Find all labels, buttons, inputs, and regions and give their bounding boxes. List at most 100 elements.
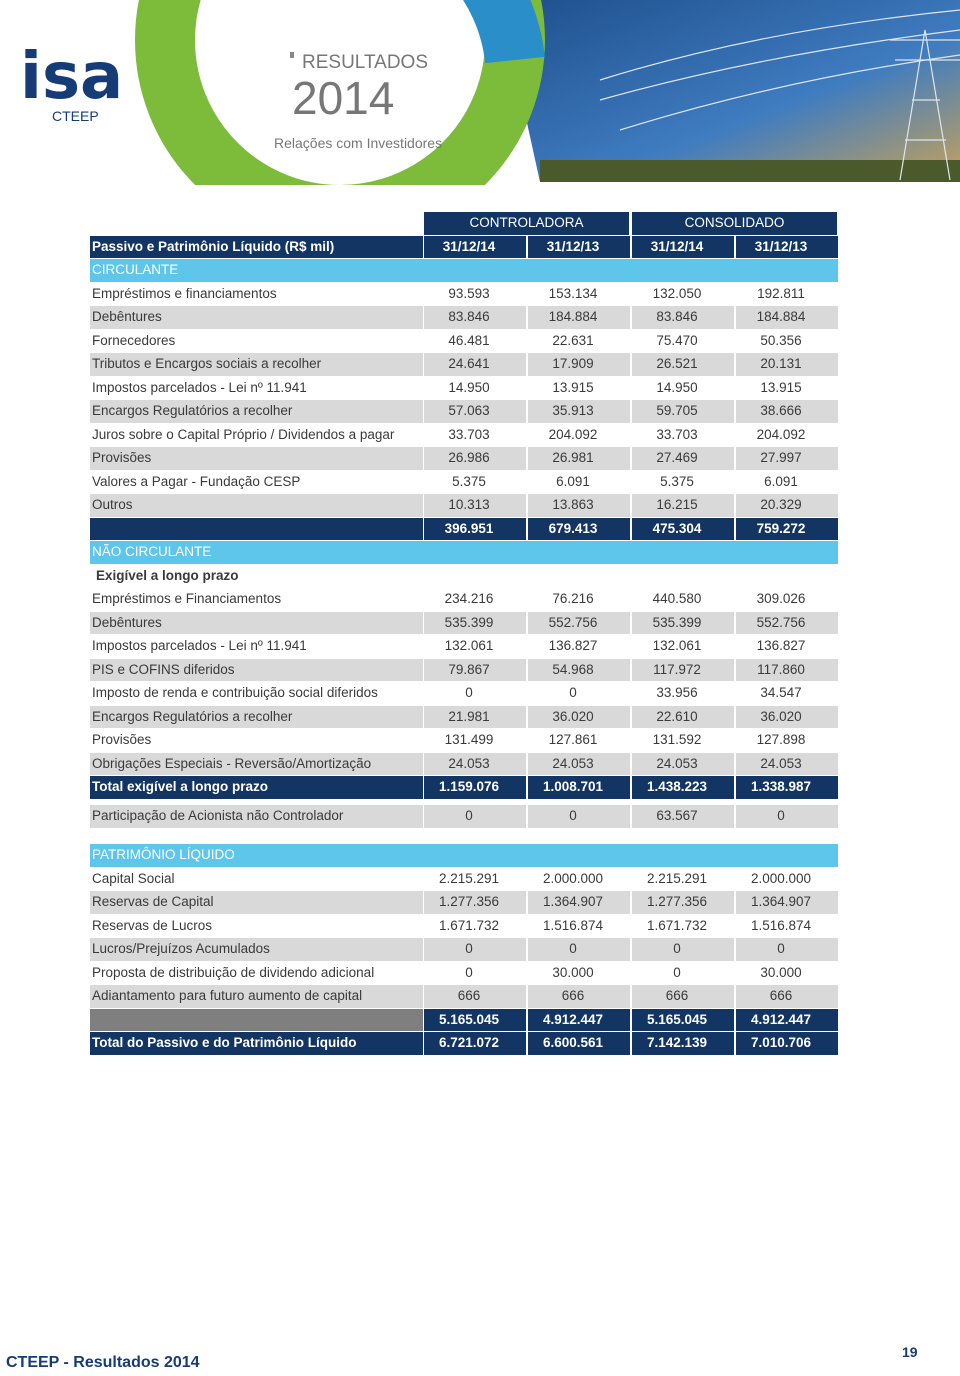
row-label: Lucros/Prejuízos Acumulados: [90, 938, 423, 961]
value-cell: 184.884: [736, 306, 838, 329]
value-cell: 24.053: [528, 752, 630, 775]
blue-arc: [463, 0, 545, 64]
row-label: Valores a Pagar - Fundação CESP: [92, 473, 301, 489]
value-cell: 1.364.907: [736, 891, 838, 914]
value-cell: 5.165.045: [632, 1008, 734, 1031]
value-cell: 24.641: [424, 353, 526, 376]
value-cell: 22.631: [552, 332, 594, 348]
row-label: Encargos Regulatórios a recolher: [90, 705, 423, 728]
value-cell: 24.053: [424, 752, 526, 775]
value-cell: 0: [465, 964, 473, 980]
value-cell: 76.216: [552, 591, 594, 606]
value-cell: 59.705: [632, 400, 734, 423]
row-label: Total exigível a longo prazo: [90, 776, 423, 799]
value-cell: 27.469: [632, 447, 734, 470]
value-cell: 0: [632, 938, 734, 961]
value-cell: 26.981: [528, 447, 630, 470]
value-cell: 1.277.356: [632, 891, 734, 914]
value-cell: 132.061: [652, 638, 702, 653]
value-cell: 93.593: [448, 285, 490, 301]
banner: RESULTADOS 2014 Relações com Investidore…: [20, 0, 960, 185]
value-cell: 0: [569, 685, 577, 700]
row-label: Tributos e Encargos sociais a recolher: [90, 353, 423, 376]
row-label: Provisões: [92, 732, 152, 747]
value-cell: 0: [736, 938, 838, 961]
value-cell: 20.131: [736, 353, 838, 376]
value-cell: 63.567: [632, 805, 734, 828]
value-cell: 34.547: [760, 685, 802, 700]
year: 2014: [292, 72, 394, 124]
row-label: Fornecedores: [92, 332, 176, 348]
row-label: Imposto de renda e contribuição social d…: [92, 685, 378, 700]
row-label: Provisões: [90, 447, 423, 470]
value-cell: 83.846: [632, 306, 734, 329]
value-cell: 6.091: [764, 473, 798, 489]
column-label: Passivo e Patrimônio Líquido (R$ mil): [90, 235, 423, 258]
value-cell: 30.000: [760, 964, 802, 980]
value-cell: 117.860: [736, 658, 838, 681]
row-label: Capital Social: [92, 870, 175, 886]
value-cell: 75.470: [656, 332, 698, 348]
row-label: Juros sobre o Capital Próprio / Dividend…: [92, 426, 395, 442]
value-cell: 35.913: [528, 400, 630, 423]
value-cell: 22.610: [632, 705, 734, 728]
value-cell: 5.375: [660, 473, 694, 489]
value-cell: 13.915: [552, 379, 594, 395]
section-row: NÃO CIRCULANTE: [90, 541, 838, 564]
value-cell: 5.375: [452, 473, 486, 489]
value-cell: 24.053: [736, 752, 838, 775]
value-cell: 204.092: [548, 426, 598, 442]
value-cell: 33.703: [656, 426, 698, 442]
footer-text: CTEEP - Resultados 2014: [6, 1354, 200, 1371]
value-cell: 127.898: [756, 732, 806, 747]
row-label: Encargos Regulatórios a recolher: [90, 400, 423, 423]
header-blank: [90, 212, 423, 235]
value-cell: 26.521: [632, 353, 734, 376]
value-cell: 679.413: [528, 517, 630, 540]
value-cell: 36.020: [528, 705, 630, 728]
date-header: 31/12/14: [424, 235, 526, 258]
value-cell: 535.399: [632, 611, 734, 634]
row-label: Outros: [90, 494, 423, 517]
value-cell: 234.216: [444, 591, 494, 606]
value-cell: 33.703: [448, 426, 490, 442]
value-cell: 83.846: [424, 306, 526, 329]
value-cell: 2.000.000: [750, 870, 812, 886]
value-cell: 136.827: [756, 638, 806, 653]
row-label: Debêntures: [90, 306, 423, 329]
group-header: CONSOLIDADO: [632, 212, 837, 235]
value-cell: 2.215.291: [438, 870, 500, 886]
tower: [599, 9, 960, 181]
value-cell: 666: [528, 985, 630, 1008]
value-cell: 309.026: [756, 591, 806, 606]
value-cell: 38.666: [736, 400, 838, 423]
value-cell: 4.912.447: [528, 1008, 630, 1031]
value-cell: 6.600.561: [528, 1032, 630, 1055]
value-cell: 30.000: [552, 964, 594, 980]
value-cell: 440.580: [652, 591, 702, 606]
value-cell: 396.951: [424, 517, 526, 540]
value-cell: 24.053: [632, 752, 734, 775]
row-label: Empréstimos e Financiamentos: [92, 591, 282, 606]
value-cell: 1.338.987: [736, 776, 838, 799]
row-label: Impostos parcelados - Lei nº 11.941: [92, 379, 307, 395]
row-label: [90, 517, 423, 540]
row-label: Obrigações Especiais - Reversão/Amortiza…: [90, 752, 423, 775]
value-cell: 21.981: [424, 705, 526, 728]
row-label: PIS e COFINS diferidos: [90, 658, 423, 681]
row-label: Participação de Acionista não Controlado…: [90, 805, 423, 828]
photo: [500, 0, 960, 182]
value-cell: 6.721.072: [424, 1032, 526, 1055]
dot: [290, 52, 294, 58]
value-cell: 17.909: [528, 353, 630, 376]
value-cell: 184.884: [528, 306, 630, 329]
row-label: Empréstimos e financiamentos: [92, 285, 277, 301]
subheading: Exigível a longo prazo: [96, 567, 239, 583]
value-cell: 2.215.291: [646, 870, 708, 886]
value-cell: 5.165.045: [424, 1008, 526, 1031]
value-cell: 666: [736, 985, 838, 1008]
value-cell: 50.356: [760, 332, 802, 348]
value-cell: 132.061: [444, 638, 494, 653]
kicker: RESULTADOS: [302, 52, 428, 73]
value-cell: 1.008.701: [528, 776, 630, 799]
